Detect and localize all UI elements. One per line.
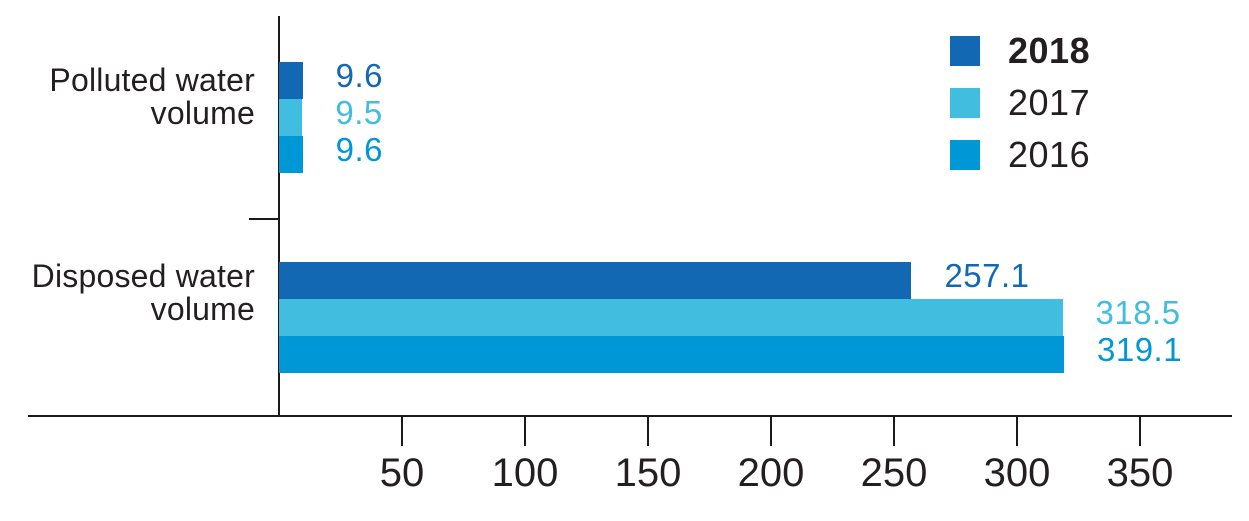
category-label-polluted-water-volume: Polluted water volume — [0, 64, 255, 130]
category-label-line: Polluted water — [49, 62, 255, 98]
value-label-2018-polluted-water-volume: 9.6 — [335, 57, 383, 94]
bar-2018-polluted-water-volume — [279, 62, 303, 99]
x-tick-label-50: 50 — [379, 451, 425, 495]
x-tick-label-250: 250 — [860, 451, 928, 495]
legend-item-2018: 2018 — [950, 30, 1091, 71]
bar-2017-polluted-water-volume — [279, 99, 303, 136]
x-tick-label-350: 350 — [1106, 451, 1174, 495]
value-label-2017-disposed-water-volume: 318.5 — [1095, 294, 1181, 331]
x-axis-line — [28, 415, 1232, 417]
legend-label-2016: 2016 — [1008, 134, 1091, 175]
legend-item-2016: 2016 — [950, 134, 1091, 175]
y-axis-category-tick — [249, 218, 279, 220]
x-tick-100 — [524, 416, 526, 446]
legend-label-2018: 2018 — [1008, 30, 1091, 71]
x-tick-200 — [770, 416, 772, 446]
legend-item-2017: 2017 — [950, 82, 1091, 123]
value-label-2016-polluted-water-volume: 9.6 — [335, 131, 383, 168]
x-tick-250 — [893, 416, 895, 446]
x-tick-label-150: 150 — [614, 451, 682, 495]
value-label-2017-polluted-water-volume: 9.5 — [335, 94, 383, 131]
legend-label-2017: 2017 — [1008, 82, 1091, 123]
bar-2016-disposed-water-volume — [279, 336, 1064, 373]
x-tick-label-100: 100 — [491, 451, 559, 495]
category-label-line: Disposed water — [31, 258, 255, 294]
x-tick-label-300: 300 — [983, 451, 1051, 495]
legend-swatch-2017 — [950, 88, 980, 118]
value-label-2016-disposed-water-volume: 319.1 — [1096, 331, 1183, 368]
category-label-line: volume — [150, 291, 255, 327]
x-tick-350 — [1139, 416, 1141, 446]
bar-2016-polluted-water-volume — [279, 136, 303, 173]
value-label-2018-disposed-water-volume: 257.1 — [944, 257, 1030, 294]
x-tick-150 — [647, 416, 649, 446]
legend-swatch-2016 — [950, 140, 980, 170]
category-label-line: volume — [150, 95, 255, 131]
x-tick-label-200: 200 — [737, 451, 805, 495]
category-label-disposed-water-volume: Disposed water volume — [0, 260, 255, 326]
x-tick-50 — [401, 416, 403, 446]
legend-swatch-2018 — [950, 36, 980, 66]
bar-2018-disposed-water-volume — [279, 262, 912, 299]
x-tick-300 — [1016, 416, 1018, 446]
y-axis-line — [278, 16, 280, 416]
bar-2017-disposed-water-volume — [279, 299, 1063, 336]
